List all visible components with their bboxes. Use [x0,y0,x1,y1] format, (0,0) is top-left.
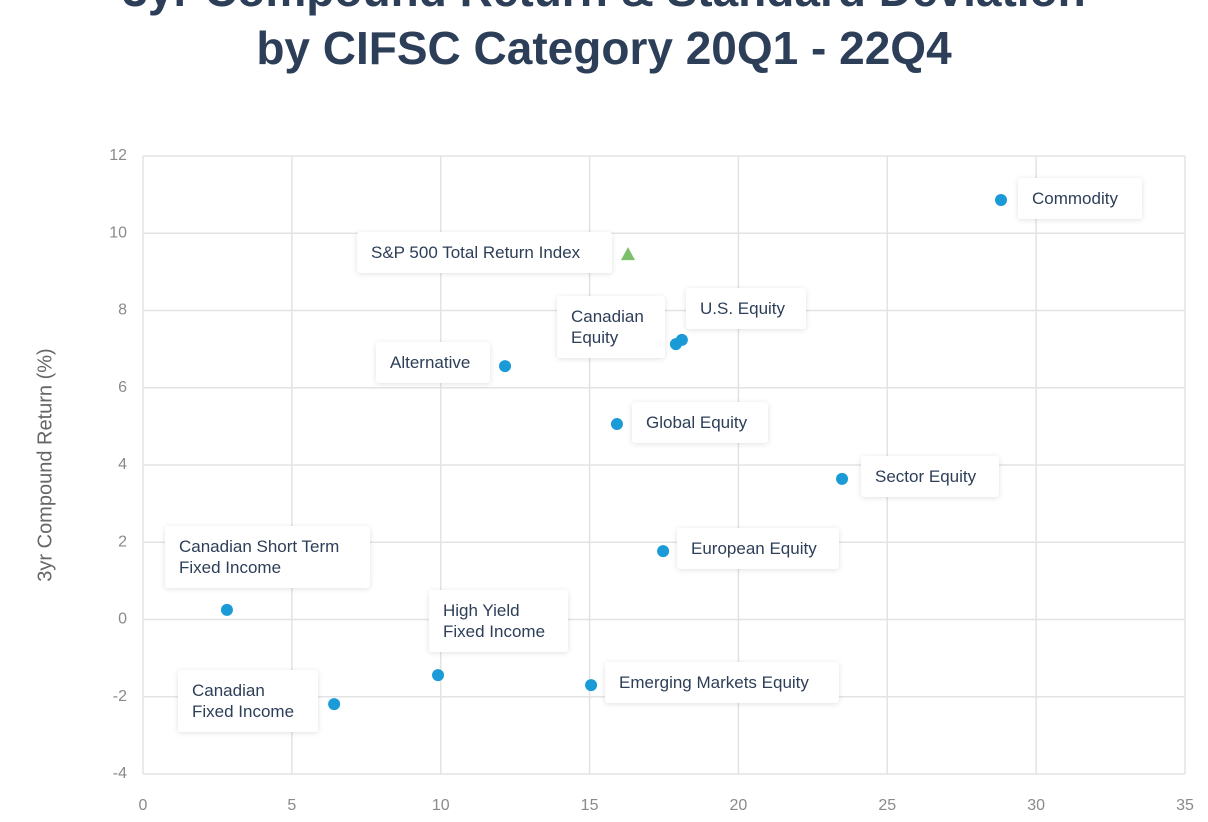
x-tick-label: 5 [287,797,296,814]
point-label: Emerging Markets Equity [605,662,839,703]
y-tick-label: 6 [118,379,127,396]
y-tick-label: 0 [118,611,127,628]
x-tick-label: 35 [1176,797,1194,814]
point-label: High Yield Fixed Income [429,590,568,652]
chart-title: by CIFSC Category 20Q1 - 22Q4 [256,22,952,74]
point-label: Canadian Fixed Income [178,670,318,732]
y-tick-label: 2 [118,533,127,550]
point-label: U.S. Equity [686,288,806,329]
marker [432,669,445,682]
chart-title: 3yr Compound Return & Standard Deviation [122,0,1086,16]
x-tick-label: 25 [878,797,896,814]
marker [657,545,670,558]
marker [585,679,598,692]
y-tick-label: 4 [118,456,127,473]
marker [610,418,623,431]
marker [328,698,341,711]
point-label: Global Equity [632,402,768,443]
x-tick-label: 15 [581,797,599,814]
point-label: Sector Equity [861,456,999,497]
marker [220,603,233,616]
marker [620,247,635,261]
marker [669,338,682,351]
y-tick-label: 10 [109,224,127,241]
point-label: Canadian Short Term Fixed Income [165,526,370,588]
y-tick-label: -4 [113,765,127,782]
y-tick-label: -2 [113,688,127,705]
x-tick-label: 20 [730,797,748,814]
marker [499,360,512,373]
marker [995,194,1008,207]
point-label: European Equity [677,528,839,569]
x-tick-label: 30 [1027,797,1045,814]
y-tick-label: 8 [118,302,127,319]
y-tick-label: 12 [109,147,127,164]
point-label: Commodity [1018,178,1142,219]
marker [836,472,849,485]
point-label: Alternative [376,342,490,383]
x-tick-label: 10 [432,797,450,814]
y-axis-label: 3yr Compound Return (%) [34,348,56,581]
point-label: Canadian Equity [557,296,665,358]
x-tick-label: 0 [139,797,148,814]
point-label: S&P 500 Total Return Index [357,232,612,273]
